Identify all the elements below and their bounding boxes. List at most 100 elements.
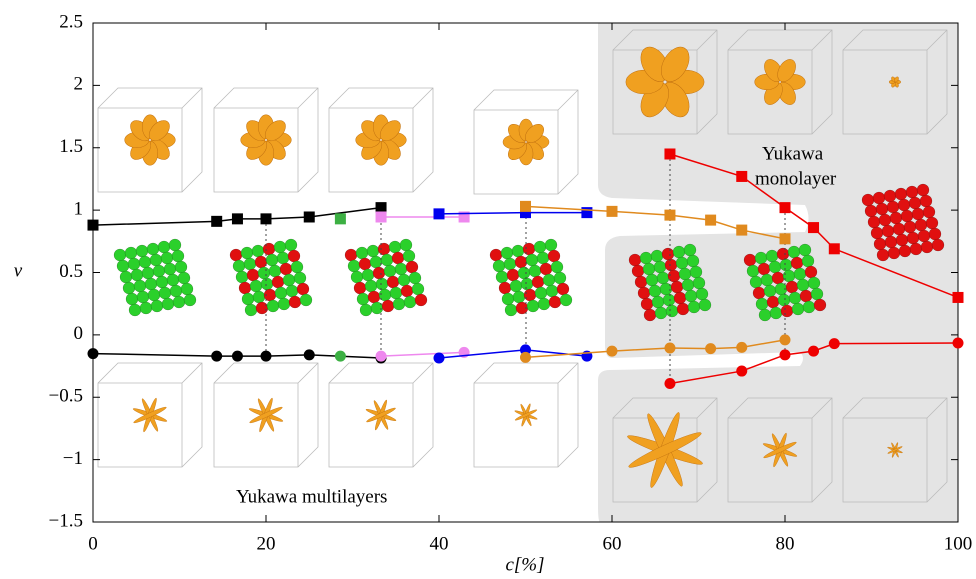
particle <box>151 300 163 312</box>
particle <box>158 241 170 253</box>
orientation-lobe <box>133 405 167 424</box>
particle <box>501 247 513 259</box>
particle <box>161 252 173 264</box>
particle <box>242 293 254 305</box>
particle <box>679 268 691 280</box>
particle <box>134 280 146 292</box>
particle <box>904 221 916 233</box>
particle <box>253 291 265 303</box>
particle <box>674 292 686 304</box>
particle <box>657 272 669 284</box>
particle <box>906 186 918 198</box>
particle <box>362 269 374 281</box>
particle <box>802 255 814 267</box>
particle <box>901 210 913 222</box>
particle <box>912 208 924 220</box>
data-point <box>780 233 791 244</box>
particle <box>289 296 301 308</box>
particle <box>245 304 257 316</box>
particle <box>392 252 404 264</box>
chart: Yukawa monolayer Yukawa multilayers c[%]… <box>0 0 976 579</box>
particle <box>178 272 190 284</box>
particle <box>239 282 251 294</box>
particle <box>750 276 762 288</box>
particle <box>172 250 184 262</box>
particle <box>868 216 880 228</box>
data-point <box>953 337 964 348</box>
particle <box>175 261 187 273</box>
particle <box>356 247 368 259</box>
particle <box>285 239 297 251</box>
data-point <box>664 148 675 159</box>
data-point <box>335 351 346 362</box>
particle <box>370 256 382 268</box>
particle <box>378 243 390 255</box>
particle <box>128 258 140 270</box>
particle <box>400 239 412 251</box>
particle <box>814 299 826 311</box>
particle <box>360 304 372 316</box>
data-point <box>88 220 99 231</box>
particle <box>382 300 394 312</box>
particle <box>766 250 778 262</box>
y-tick-label: 2 <box>74 74 84 95</box>
particle <box>415 294 427 306</box>
particle <box>920 195 932 207</box>
data-point <box>829 243 840 254</box>
particle <box>896 234 908 246</box>
particle <box>184 294 196 306</box>
cube-wireframe <box>329 88 433 192</box>
particle <box>294 272 306 284</box>
particle <box>117 260 129 272</box>
particle <box>644 309 656 321</box>
particle <box>699 299 711 311</box>
particle <box>510 280 522 292</box>
data-point <box>376 211 387 222</box>
y-tick-label: −1.5 <box>49 510 83 531</box>
particle <box>921 241 933 253</box>
particle <box>513 291 525 303</box>
particle <box>114 249 126 261</box>
particle <box>758 263 770 275</box>
particle <box>877 249 889 261</box>
particle <box>783 270 795 282</box>
data-point <box>232 351 243 362</box>
particle <box>800 290 812 302</box>
particle <box>540 263 552 275</box>
particle <box>898 199 910 211</box>
particle <box>545 239 557 251</box>
data-point <box>335 213 346 224</box>
particle <box>865 205 877 217</box>
particle <box>929 228 941 240</box>
particle <box>649 285 661 297</box>
x-tick-label: 0 <box>88 533 98 554</box>
particle <box>125 247 137 259</box>
particle <box>403 250 415 262</box>
x-tick-label: 80 <box>776 533 795 554</box>
particle <box>164 263 176 275</box>
particle <box>153 265 165 277</box>
particle <box>554 272 566 284</box>
particle <box>551 261 563 273</box>
particle <box>560 294 572 306</box>
particle <box>893 223 905 235</box>
particle <box>241 247 253 259</box>
y-tick-label: −0.5 <box>49 386 83 407</box>
particle <box>137 291 149 303</box>
data-point <box>736 171 747 182</box>
y-tick-label: 2.5 <box>59 11 83 32</box>
data-point <box>434 352 445 363</box>
particle <box>663 294 675 306</box>
particle <box>888 247 900 259</box>
particle <box>145 278 157 290</box>
data-point <box>261 213 272 224</box>
particle <box>534 241 546 253</box>
particle <box>537 252 549 264</box>
particle <box>266 254 278 266</box>
particle <box>512 245 524 257</box>
y-tick-label: 0.5 <box>59 261 83 282</box>
particle <box>357 293 369 305</box>
particle <box>873 192 885 204</box>
particle <box>696 288 708 300</box>
particle <box>409 272 421 284</box>
